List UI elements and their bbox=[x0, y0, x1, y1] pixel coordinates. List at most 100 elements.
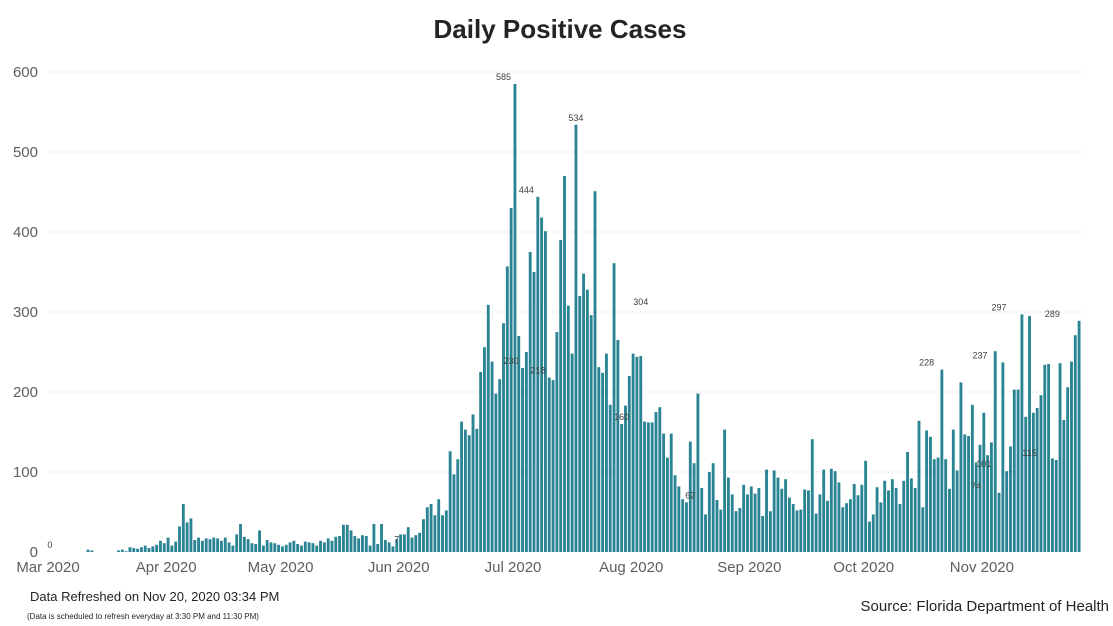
data-label: 297 bbox=[992, 302, 1007, 312]
bar bbox=[620, 424, 624, 552]
bar bbox=[585, 289, 589, 552]
bar bbox=[162, 543, 166, 552]
bar bbox=[418, 532, 422, 552]
bar bbox=[220, 540, 223, 552]
bar bbox=[345, 524, 349, 552]
bar bbox=[456, 459, 460, 552]
bar bbox=[242, 536, 246, 552]
bar bbox=[132, 548, 136, 552]
bar bbox=[879, 502, 883, 552]
bar bbox=[551, 380, 555, 552]
bar bbox=[997, 492, 1001, 552]
bar bbox=[269, 542, 273, 552]
bar bbox=[246, 539, 250, 552]
bar bbox=[159, 540, 162, 552]
bar bbox=[189, 518, 193, 552]
bar bbox=[967, 436, 970, 552]
data-label: 230 bbox=[504, 356, 519, 366]
bar bbox=[296, 544, 300, 552]
bar bbox=[753, 493, 757, 552]
bar bbox=[406, 527, 410, 552]
bar bbox=[723, 429, 727, 552]
bar bbox=[402, 534, 406, 552]
bar bbox=[433, 515, 437, 552]
bar bbox=[521, 368, 524, 552]
bar bbox=[795, 510, 799, 552]
bar bbox=[281, 546, 284, 552]
bar bbox=[364, 536, 368, 552]
bar bbox=[883, 480, 887, 552]
bar bbox=[681, 499, 685, 552]
bar bbox=[479, 372, 483, 552]
bar bbox=[544, 231, 547, 552]
bar bbox=[799, 509, 803, 552]
bar bbox=[376, 544, 380, 552]
x-tick-label: May 2020 bbox=[248, 559, 314, 576]
y-tick-label: 500 bbox=[13, 144, 38, 161]
bar bbox=[128, 547, 132, 552]
bar bbox=[1047, 364, 1051, 552]
data-label: 237 bbox=[972, 350, 987, 360]
bar bbox=[151, 546, 155, 552]
bar bbox=[646, 422, 650, 552]
bar bbox=[1001, 362, 1005, 552]
bar bbox=[639, 356, 643, 552]
bar bbox=[624, 405, 627, 552]
bar bbox=[1016, 389, 1020, 552]
bar bbox=[601, 372, 605, 552]
bar bbox=[1009, 446, 1012, 552]
bar bbox=[265, 540, 269, 552]
data-label: 62 bbox=[685, 490, 695, 500]
bar bbox=[982, 412, 986, 552]
bar bbox=[948, 488, 951, 552]
bar bbox=[334, 536, 338, 552]
bar bbox=[768, 511, 772, 552]
bar bbox=[86, 549, 90, 552]
bar bbox=[502, 323, 505, 552]
bar bbox=[616, 340, 620, 552]
bar bbox=[239, 524, 242, 552]
data-label: 74 bbox=[971, 481, 981, 491]
bar bbox=[578, 296, 582, 552]
page-title: Daily Positive Cases bbox=[433, 14, 687, 44]
data-label: 218 bbox=[530, 366, 545, 376]
bar bbox=[822, 469, 826, 552]
bar bbox=[852, 484, 856, 552]
bar bbox=[509, 208, 513, 552]
refresh-schedule-note: (Data is scheduled to refresh everyday a… bbox=[27, 612, 259, 621]
bar bbox=[627, 376, 631, 552]
bar bbox=[936, 457, 940, 552]
bar bbox=[669, 433, 673, 552]
bar bbox=[848, 499, 852, 552]
bar bbox=[223, 537, 227, 552]
bar bbox=[425, 507, 429, 552]
bar bbox=[494, 393, 498, 552]
bar bbox=[498, 379, 502, 552]
data-label: 101 bbox=[976, 459, 991, 469]
x-tick-label: Nov 2020 bbox=[950, 559, 1014, 576]
y-axis-labels: 0 100 200 300 400 500 600 bbox=[13, 64, 38, 561]
bar bbox=[582, 273, 585, 552]
bar bbox=[185, 522, 189, 552]
bar bbox=[707, 472, 711, 552]
bar bbox=[608, 404, 612, 552]
y-tick-label: 600 bbox=[13, 64, 38, 81]
bar bbox=[974, 462, 978, 552]
bar bbox=[147, 548, 151, 552]
bar bbox=[143, 545, 147, 552]
bar bbox=[288, 542, 292, 552]
bar bbox=[254, 544, 258, 552]
bar bbox=[1058, 363, 1062, 552]
bar bbox=[970, 404, 974, 552]
bar bbox=[490, 361, 494, 552]
bar bbox=[410, 537, 414, 552]
bar bbox=[380, 524, 383, 552]
bar bbox=[448, 451, 452, 552]
bar bbox=[1043, 364, 1047, 552]
bar bbox=[757, 488, 761, 552]
bar bbox=[906, 452, 909, 552]
bar bbox=[868, 521, 871, 552]
bar bbox=[303, 541, 307, 552]
bar bbox=[528, 252, 532, 552]
bar bbox=[605, 353, 608, 552]
